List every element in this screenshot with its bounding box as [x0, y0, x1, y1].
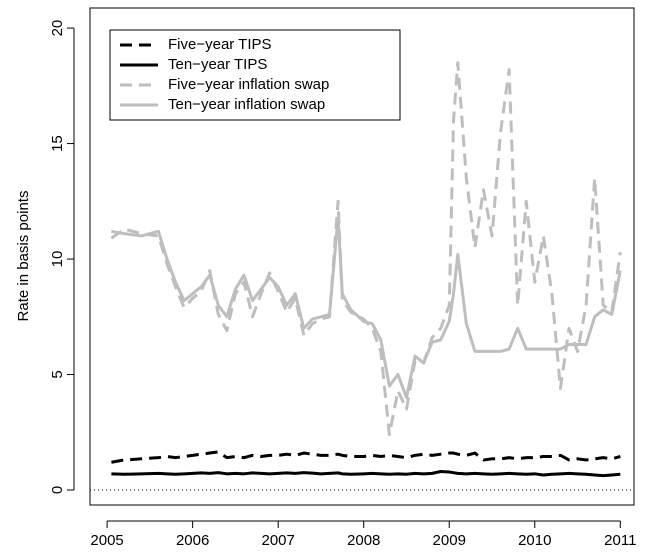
- x-tick-label: 2009: [433, 532, 466, 548]
- x-tick-label: 2005: [90, 532, 123, 548]
- x-tick-label: 2008: [347, 532, 380, 548]
- x-tick-label: 2007: [261, 532, 294, 548]
- series-line: [111, 470, 621, 478]
- series-line: [111, 215, 622, 400]
- y-tick-label: 15: [49, 135, 66, 152]
- legend-label: Ten−year TIPS: [168, 56, 267, 73]
- series-line: [111, 450, 621, 464]
- plot-frame: [89, 7, 635, 506]
- legend-label: Ten−year inflation swap: [168, 96, 325, 113]
- legend-label: Five−year TIPS: [168, 36, 272, 53]
- y-tick-label: 5: [49, 370, 66, 378]
- x-tick-label: 2010: [518, 532, 551, 548]
- y-axis-title: Rate in basis points: [15, 191, 32, 322]
- y-tick-label: 0: [49, 486, 66, 494]
- legend-label: Five−year inflation swap: [168, 76, 329, 93]
- y-tick-label: 10: [49, 251, 66, 268]
- series-line: [110, 61, 622, 437]
- x-tick-label: 2006: [176, 532, 209, 548]
- x-tick-label: 2011: [604, 532, 636, 548]
- y-tick-label: 20: [49, 20, 66, 37]
- legend-box: [109, 29, 401, 121]
